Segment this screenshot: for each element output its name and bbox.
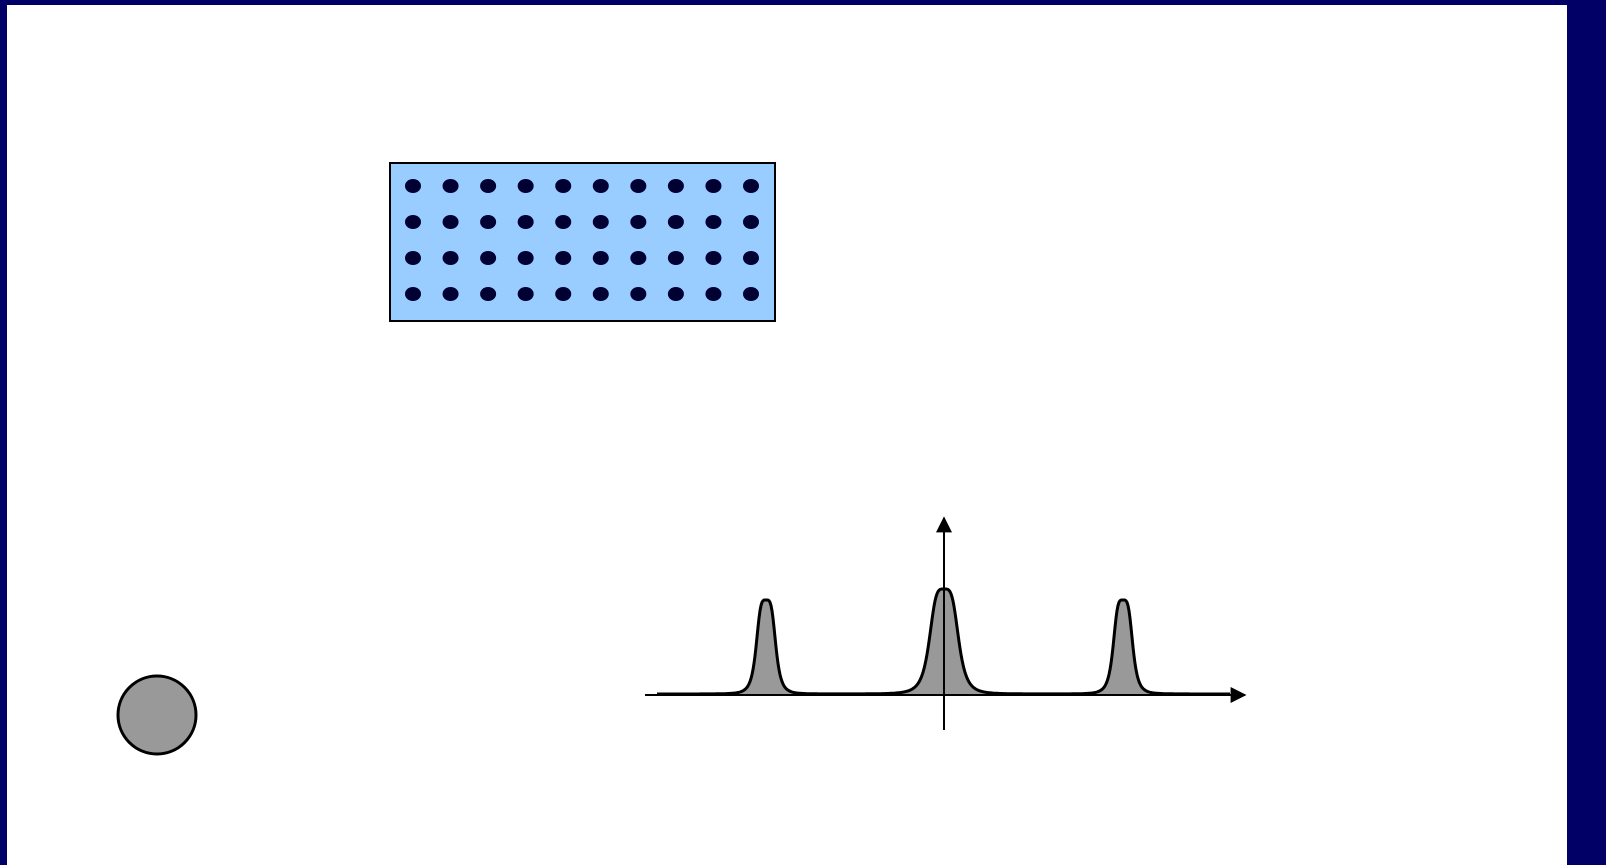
- lattice-dot: [667, 251, 684, 265]
- lattice-panel: [389, 162, 776, 322]
- lattice-dot: [480, 215, 497, 229]
- lattice-dot: [705, 287, 722, 301]
- lattice-dot: [592, 179, 609, 193]
- lattice-dot: [517, 251, 534, 265]
- lattice-dot: [517, 287, 534, 301]
- slide-canvas: [7, 5, 1567, 865]
- lattice-dot: [517, 215, 534, 229]
- lattice-dot: [667, 287, 684, 301]
- lattice-dot: [630, 287, 647, 301]
- lattice-dot: [743, 179, 759, 193]
- lattice-dot: [705, 251, 722, 265]
- lattice-dot: [517, 179, 534, 193]
- lattice-dot: [592, 251, 609, 265]
- lattice-dot: [705, 179, 722, 193]
- lattice-dot: [630, 179, 647, 193]
- lattice-dot: [555, 179, 572, 193]
- particle-circle: [116, 674, 198, 756]
- lattice-dot: [555, 287, 572, 301]
- lattice-dot: [667, 179, 684, 193]
- lattice-dot: [480, 287, 497, 301]
- lattice-dot: [480, 251, 497, 265]
- lattice-dot: [405, 251, 421, 265]
- lattice-dot: [555, 251, 572, 265]
- lattice-dot: [705, 215, 722, 229]
- lattice-dot: [405, 215, 421, 229]
- lattice-dot: [405, 287, 421, 301]
- lattice-dot: [592, 215, 609, 229]
- lattice-dot: [630, 215, 647, 229]
- lattice-dot: [630, 251, 647, 265]
- lattice-dot: [405, 179, 421, 193]
- lattice-dot: [442, 179, 459, 193]
- lattice-dot: [442, 287, 459, 301]
- spectrum-plot: [645, 516, 1247, 730]
- lattice-dot: [743, 287, 759, 301]
- lattice-dot: [667, 215, 684, 229]
- lattice-dot: [555, 215, 572, 229]
- lattice-dot: [743, 215, 759, 229]
- lattice-dots: [405, 179, 759, 301]
- lattice-dot: [442, 251, 459, 265]
- lattice-dot: [480, 179, 497, 193]
- lattice-dot: [743, 251, 759, 265]
- spectrum-curve: [657, 587, 1230, 696]
- lattice-dot: [442, 215, 459, 229]
- lattice-dot: [592, 287, 609, 301]
